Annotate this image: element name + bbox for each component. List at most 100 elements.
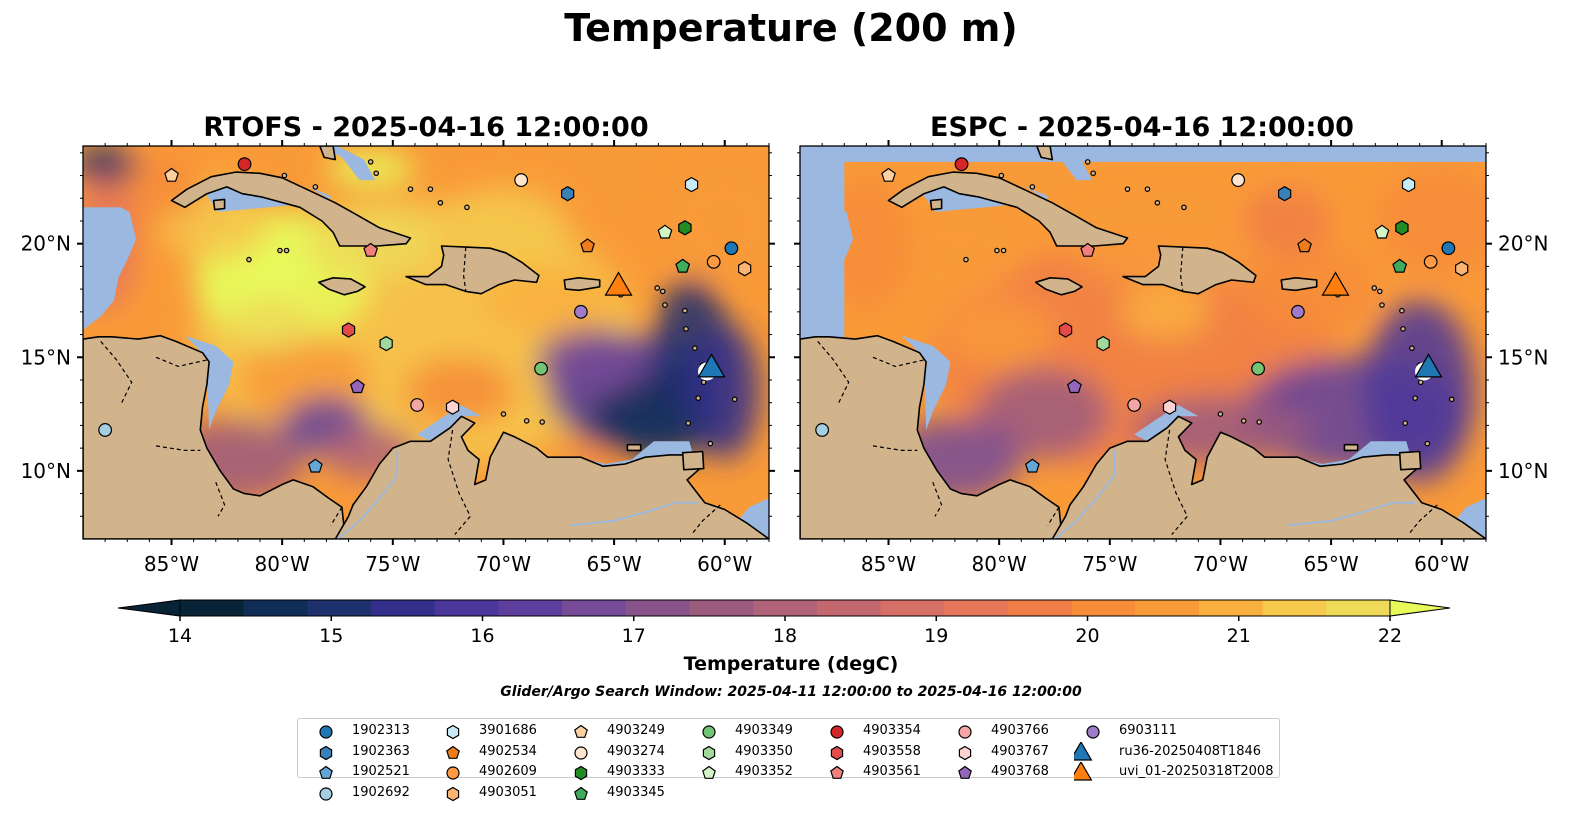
legend-label: 4902609 [479, 764, 537, 779]
no-data-strip [800, 146, 1486, 162]
colorbar-segment [434, 600, 500, 616]
shelf-water [417, 405, 482, 442]
legend-label: 1902363 [352, 743, 410, 759]
small-island [373, 170, 380, 177]
colorbar-tick-label: 16 [470, 625, 494, 647]
legend-marker-icon [446, 724, 460, 740]
legend-label: 4903561 [863, 764, 921, 779]
legend-hexagon-icon [446, 786, 460, 801]
float-4903350 [1096, 335, 1110, 352]
float-4903249 [164, 167, 179, 182]
shelf-water [184, 335, 234, 430]
float-4903051 [1454, 261, 1469, 277]
float-3901686 [1401, 176, 1416, 193]
legend-label: ru36-20250408T1846 [1119, 743, 1262, 759]
legend-hexagon-icon [446, 724, 460, 740]
float-4903051 [737, 261, 752, 277]
lat-tick-label: 15°N [21, 345, 71, 369]
small-island [1029, 184, 1036, 190]
legend-marker-icon [1074, 741, 1093, 761]
legend-label: 4903352 [735, 764, 793, 779]
colorbar-segment [180, 600, 245, 616]
river [336, 450, 399, 539]
float-4903768 [349, 379, 365, 394]
legend-label: 4903345 [607, 784, 665, 800]
small-island [539, 419, 545, 425]
river [1286, 501, 1416, 527]
float-4903767 [1162, 399, 1177, 415]
small-island [367, 159, 374, 165]
small-island [695, 395, 701, 401]
float-4902609 [1423, 254, 1438, 269]
float-1902521 [307, 458, 323, 473]
legend-hexagon-icon [574, 765, 588, 781]
country-border [872, 445, 918, 451]
shelf-water [800, 207, 854, 330]
colorbar-segment [944, 600, 1009, 616]
legend-circle-icon [702, 725, 716, 739]
small-island [281, 172, 288, 179]
land-isle-of-youth [212, 198, 226, 211]
colorbar: 14 15 16 17 18 19 20 21 22 [117, 599, 1451, 647]
float-6903111 [1291, 304, 1305, 319]
legend-marker-icon [574, 745, 588, 760]
legend-pentagon-icon [446, 745, 460, 759]
legend-marker-icon [574, 724, 588, 738]
colorbar-segment [1071, 600, 1136, 616]
colorbar-tick-label: 17 [622, 625, 646, 647]
float-4902534 [580, 238, 595, 253]
colorbar-segment [243, 600, 308, 616]
legend-label: 1902521 [352, 764, 410, 779]
colorbar-segment [498, 600, 563, 616]
float-4903350 [379, 335, 393, 352]
lat-tick-label: 20°N [21, 232, 71, 256]
legend-marker-icon [1074, 762, 1093, 781]
lon-tick-label: 80°W [255, 552, 310, 576]
legend-label: 1902692 [352, 784, 410, 800]
small-island [1417, 379, 1424, 386]
country-border [462, 247, 467, 292]
glider-ru36-20250408T1846 [697, 353, 726, 378]
land-margarita [626, 443, 642, 452]
legend-marker-icon [319, 765, 333, 779]
small-island [1090, 170, 1097, 177]
legend-label: 6903111 [1119, 723, 1177, 738]
legend-marker-icon [702, 765, 716, 779]
legend-label: 4903274 [607, 743, 665, 759]
small-island [700, 379, 707, 386]
land-jamaica [1034, 276, 1083, 296]
small-island [1256, 419, 1262, 425]
legend-label: 4903354 [863, 723, 921, 738]
legend-marker-icon [702, 745, 716, 760]
colorbar-segment [1198, 600, 1264, 616]
shelf-water [83, 207, 137, 330]
small-island [283, 247, 290, 254]
small-island [1376, 288, 1383, 295]
legend-label: uvi_01-20250318T2008 [1119, 764, 1274, 779]
small-island [682, 307, 688, 314]
legend-marker-icon [830, 765, 844, 779]
colorbar-segment [689, 600, 754, 616]
lat-tick-label: 10°N [21, 459, 71, 483]
float-4903249 [881, 167, 896, 182]
colorbar-segment [1262, 600, 1327, 616]
small-island [407, 186, 414, 192]
float-1902313 [724, 241, 739, 256]
legend-marker-icon [446, 786, 460, 801]
country-border [155, 356, 210, 368]
shelf-water [578, 441, 694, 467]
small-island [1240, 418, 1247, 424]
float-6903111 [574, 304, 588, 319]
country-border [155, 445, 201, 451]
legend-circle-icon [1086, 725, 1100, 739]
colorbar-segment [625, 600, 691, 616]
colorbar-segment [753, 600, 818, 616]
country-border [1164, 429, 1189, 535]
land-jamaica [317, 276, 366, 296]
shelf-water [1295, 441, 1411, 467]
small-island [1402, 420, 1409, 426]
search-window-caption: Glider/Argo Search Window: 2025-04-11 12… [500, 684, 1082, 700]
colorbar-extend-high [1389, 599, 1451, 617]
small-island [1448, 396, 1455, 403]
legend-label: 3901686 [479, 723, 537, 738]
